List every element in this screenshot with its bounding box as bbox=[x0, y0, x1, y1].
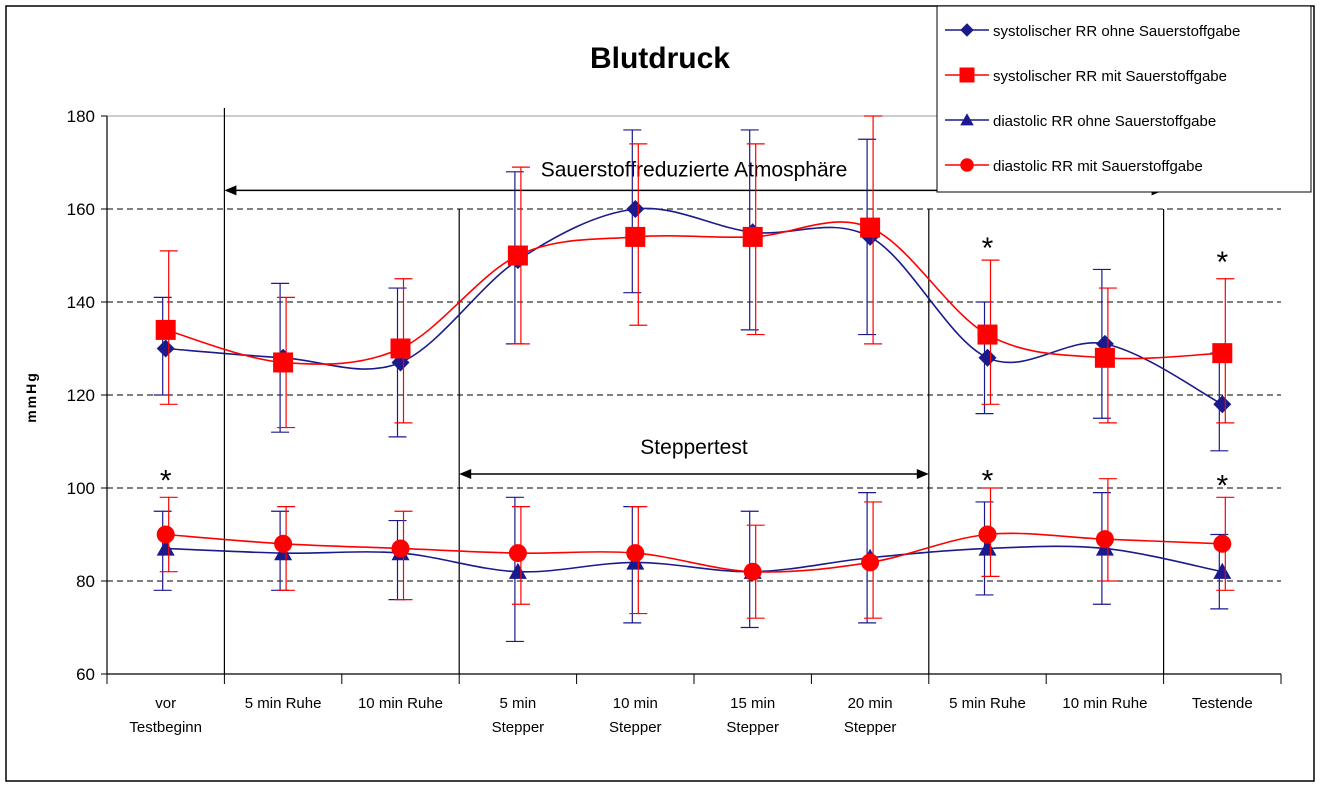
legend-label: systolischer RR ohne Sauerstoffgabe bbox=[993, 23, 1240, 40]
stepper-arrow-head-right bbox=[916, 469, 929, 480]
y-tick-label: 80 bbox=[76, 572, 95, 591]
chart-title: Blutdruck bbox=[590, 42, 730, 75]
series-1 bbox=[155, 115, 1235, 429]
data-point bbox=[508, 562, 527, 579]
x-tick-label: Testende bbox=[1192, 695, 1253, 712]
stepper-arrow-head-left bbox=[459, 469, 472, 480]
series-line bbox=[165, 545, 1223, 573]
significance-asterisk: * bbox=[982, 232, 994, 265]
x-tick-label: 10 min Ruhe bbox=[358, 695, 443, 712]
y-tick-label: 180 bbox=[67, 107, 95, 126]
legend-marker bbox=[960, 113, 974, 126]
data-point bbox=[860, 217, 881, 238]
y-tick-label: 100 bbox=[67, 479, 95, 498]
data-point bbox=[1213, 395, 1232, 414]
data-point bbox=[626, 200, 645, 218]
y-tick-label: 120 bbox=[67, 386, 95, 405]
series-line bbox=[165, 207, 1223, 406]
x-tick-label: Stepper bbox=[609, 719, 662, 736]
data-point bbox=[156, 339, 175, 358]
legend: systolischer RR ohne Sauerstoffgabe systo… bbox=[936, 5, 1312, 193]
data-point bbox=[978, 539, 997, 556]
data-point bbox=[743, 562, 762, 581]
data-point bbox=[155, 319, 176, 340]
data-point bbox=[978, 525, 997, 544]
legend-label: diastolic RR mit Sauerstoffgabe bbox=[993, 158, 1203, 175]
x-tick-label: Testbeginn bbox=[129, 719, 202, 736]
significance-asterisk: * bbox=[1216, 246, 1228, 279]
data-point bbox=[861, 553, 880, 572]
significance-asterisk: * bbox=[1216, 469, 1228, 502]
data-point bbox=[977, 324, 998, 345]
data-point bbox=[1212, 343, 1233, 364]
data-point bbox=[625, 226, 646, 247]
data-point bbox=[391, 539, 410, 558]
x-tick-label: Stepper bbox=[844, 719, 897, 736]
x-tick-label: Stepper bbox=[726, 719, 779, 736]
significance-asterisk: * bbox=[160, 465, 172, 498]
data-point bbox=[274, 534, 293, 553]
legend-marker bbox=[960, 23, 974, 37]
series-line bbox=[165, 221, 1223, 365]
atmosphere-arrow-head-left bbox=[224, 185, 237, 196]
legend-marker bbox=[960, 158, 974, 172]
legend-marker bbox=[959, 67, 975, 83]
data-point bbox=[1095, 530, 1114, 549]
x-tick-label: 5 min Ruhe bbox=[245, 695, 322, 712]
x-tick-label: Stepper bbox=[492, 719, 545, 736]
x-tick-label: 15 min bbox=[730, 695, 775, 712]
data-point bbox=[390, 338, 411, 359]
data-point bbox=[1213, 562, 1232, 579]
y-axis-label: mmHg bbox=[23, 371, 39, 423]
data-point bbox=[156, 539, 175, 556]
x-tick-label: vor bbox=[155, 695, 176, 712]
data-point bbox=[1213, 534, 1232, 553]
legend-box bbox=[936, 5, 1312, 193]
y-tick-label: 60 bbox=[76, 665, 95, 684]
y-tick-label: 160 bbox=[67, 200, 95, 219]
stepper-label: Steppertest bbox=[640, 436, 748, 459]
series-line bbox=[165, 532, 1223, 573]
data-point bbox=[626, 544, 645, 563]
series-3 bbox=[156, 478, 1235, 619]
data-point bbox=[507, 245, 528, 266]
legend-label: diastolic RR ohne Sauerstoffgabe bbox=[993, 113, 1216, 130]
data-point bbox=[742, 226, 763, 247]
x-tick-label: 5 min bbox=[500, 695, 537, 712]
data-point bbox=[273, 352, 294, 373]
data-point bbox=[1094, 347, 1115, 368]
x-tick-label: 20 min bbox=[848, 695, 893, 712]
x-tick-label: 10 min Ruhe bbox=[1062, 695, 1147, 712]
data-point bbox=[978, 348, 997, 367]
data-point bbox=[508, 544, 527, 563]
significance-asterisk: * bbox=[982, 465, 994, 498]
atmosphere-label: Sauerstoffreduzierte Atmosphäre bbox=[541, 158, 848, 181]
x-tick-label: 5 min Ruhe bbox=[949, 695, 1026, 712]
legend-label: systolischer RR mit Sauerstoffgabe bbox=[993, 68, 1227, 85]
x-tick-label: 10 min bbox=[613, 695, 658, 712]
y-tick-label: 140 bbox=[67, 293, 95, 312]
data-point bbox=[156, 525, 175, 544]
